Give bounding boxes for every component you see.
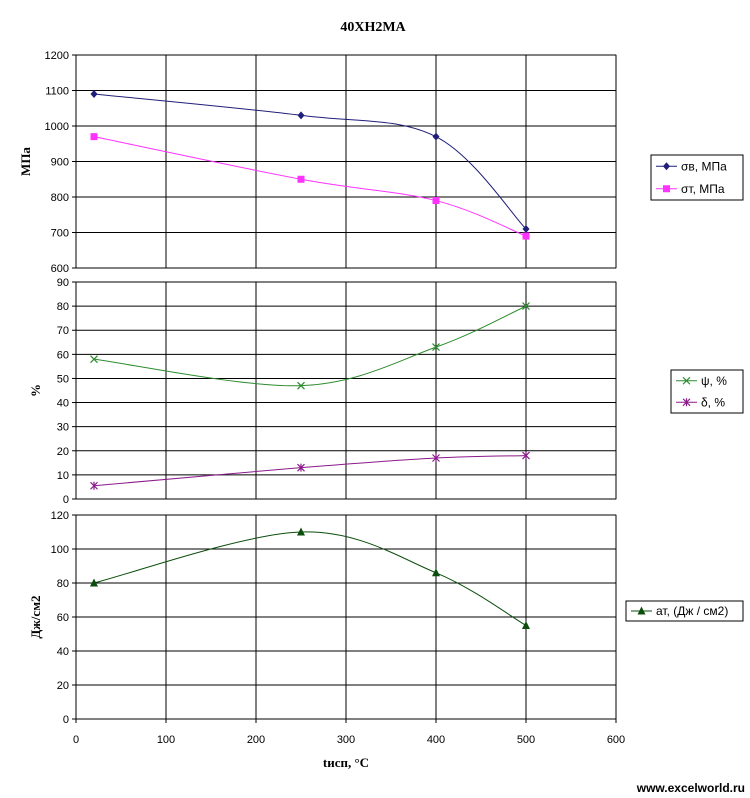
legend-label: σв, МПа bbox=[681, 159, 727, 173]
data-point bbox=[90, 355, 98, 364]
y-tick-label: 800 bbox=[51, 192, 69, 204]
legend-3: ат, (Дж / см2) bbox=[625, 600, 744, 622]
y-tick-label: 20 bbox=[57, 446, 69, 458]
legend-label: σт, МПа bbox=[681, 182, 725, 196]
series-1-1 bbox=[90, 90, 530, 233]
data-point bbox=[297, 527, 305, 536]
y-tick-label: 60 bbox=[57, 612, 69, 624]
y-tick-label: 10 bbox=[57, 470, 69, 482]
legend-label: δ, % bbox=[701, 395, 725, 409]
legend-1: σв, МПа σт, МПа bbox=[650, 154, 744, 201]
data-point bbox=[522, 302, 530, 311]
y-tick-label: 1100 bbox=[45, 86, 69, 98]
series-1-2 bbox=[90, 133, 530, 240]
legend-label: ψ, % bbox=[701, 374, 727, 388]
data-point bbox=[90, 133, 98, 141]
legend-marker bbox=[663, 162, 670, 171]
y-axis-title: Дж/см2 bbox=[28, 595, 43, 638]
series-line bbox=[93, 455, 527, 487]
y-tick-label: 700 bbox=[51, 228, 69, 240]
legend-marker bbox=[682, 376, 691, 385]
series-line bbox=[93, 305, 527, 387]
data-point bbox=[522, 451, 530, 460]
x-tick-label: 100 bbox=[157, 734, 175, 746]
y-tick-label: 70 bbox=[57, 325, 69, 337]
y-tick-label: 100 bbox=[51, 544, 69, 556]
data-point bbox=[90, 481, 98, 490]
chart-panels: 600700800900100011001200МПа0102030405060… bbox=[18, 50, 617, 726]
data-point bbox=[522, 621, 530, 629]
data-point bbox=[432, 343, 440, 352]
x-tick-label: 300 bbox=[337, 734, 355, 746]
y-tick-label: 1000 bbox=[45, 121, 69, 133]
legend-box bbox=[670, 369, 744, 414]
series-line bbox=[93, 136, 527, 237]
y-tick-label: 0 bbox=[63, 494, 69, 506]
legend-box bbox=[625, 600, 744, 622]
data-point bbox=[522, 224, 530, 233]
x-axis-title: tисп, °С bbox=[323, 755, 369, 770]
x-tick-label: 200 bbox=[247, 734, 265, 746]
x-axis: 0 100 200 300 400 500 600 bbox=[73, 719, 625, 746]
legend-box bbox=[650, 154, 744, 201]
y-tick-label: 20 bbox=[57, 680, 69, 692]
watermark: www.excelworld.ru bbox=[636, 781, 745, 795]
data-point bbox=[90, 90, 98, 99]
y-tick-label: 40 bbox=[57, 646, 69, 658]
series-2-2 bbox=[90, 451, 530, 490]
y-tick-label: 40 bbox=[57, 398, 69, 410]
y-tick-label: 120 bbox=[51, 510, 69, 522]
y-tick-label: 90 bbox=[57, 277, 69, 289]
y-axis-title: % bbox=[28, 384, 43, 397]
data-point bbox=[297, 463, 305, 472]
series-line bbox=[93, 531, 527, 626]
legend-marker bbox=[682, 398, 691, 407]
chart-title: 40ХН2МА bbox=[340, 20, 406, 35]
y-axis-title: МПа bbox=[18, 147, 33, 176]
y-tick-label: 0 bbox=[63, 714, 69, 726]
legends: σв, МПа σт, МПа ψ, % δ, % ат, (Дж / см2) bbox=[625, 154, 744, 622]
legend-marker bbox=[637, 606, 646, 615]
legend-label: ат, (Дж / см2) bbox=[656, 604, 728, 618]
legend-2: ψ, % δ, % bbox=[670, 369, 744, 414]
series-2-1 bbox=[90, 302, 530, 390]
x-tick-label: 400 bbox=[427, 734, 445, 746]
x-tick-label: 0 bbox=[73, 734, 79, 746]
y-tick-label: 50 bbox=[57, 373, 69, 385]
x-tick-label: 600 bbox=[607, 734, 625, 746]
data-point bbox=[522, 232, 530, 240]
data-point bbox=[297, 381, 305, 390]
data-point bbox=[297, 175, 305, 183]
data-point bbox=[432, 132, 440, 141]
y-tick-label: 60 bbox=[57, 349, 69, 361]
y-tick-label: 80 bbox=[57, 301, 69, 313]
panel-1: 600 700 800 900 1000 1100 1200 МПа bbox=[18, 50, 617, 275]
legend-marker bbox=[663, 185, 670, 193]
y-tick-label: 600 bbox=[51, 263, 69, 275]
data-point bbox=[432, 197, 440, 205]
panel-2: 0 10 20 30 40 50 60 70 80 90% bbox=[28, 277, 617, 506]
data-point bbox=[297, 111, 305, 120]
panel-3: 0 20 40 60 80 100 120 Дж/см2 bbox=[28, 510, 617, 726]
series-3-1 bbox=[90, 527, 530, 629]
data-point bbox=[90, 578, 98, 587]
data-point bbox=[432, 568, 440, 577]
y-tick-label: 80 bbox=[57, 578, 69, 590]
y-tick-label: 1200 bbox=[45, 50, 69, 62]
y-tick-label: 30 bbox=[57, 422, 69, 434]
data-point bbox=[432, 454, 440, 463]
series-line bbox=[93, 93, 527, 230]
x-tick-label: 500 bbox=[517, 734, 535, 746]
y-tick-label: 900 bbox=[51, 157, 69, 169]
